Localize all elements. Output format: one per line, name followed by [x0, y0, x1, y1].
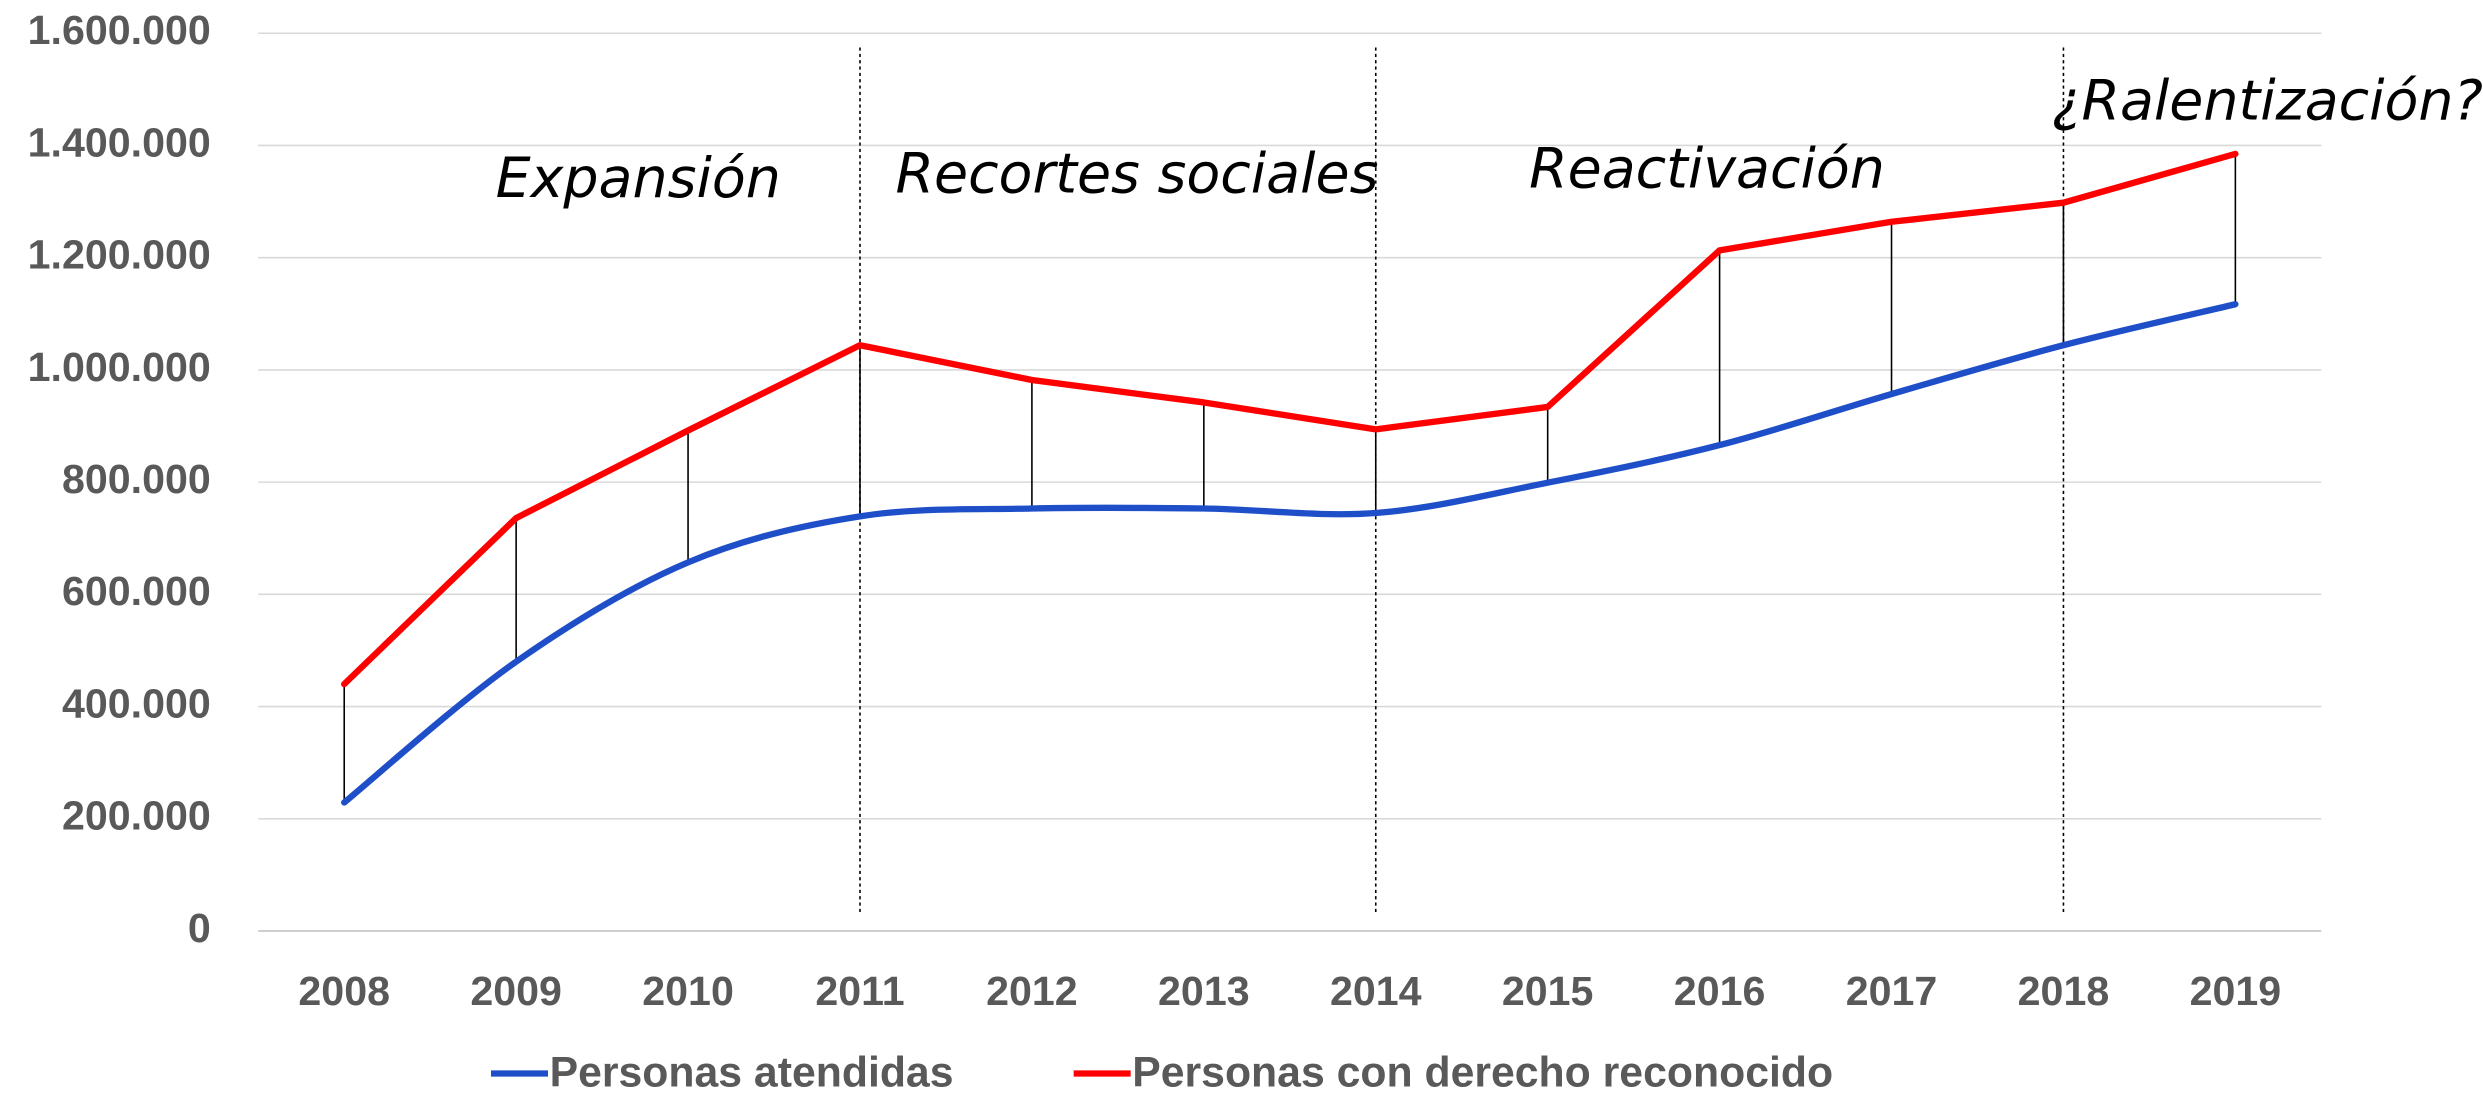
y-tick-label: 600.000 [62, 568, 211, 614]
y-tick-label: 800.000 [62, 456, 211, 502]
annotation: Recortes sociales [896, 142, 1379, 206]
y-tick-label: 1.400.000 [28, 119, 211, 165]
annotation: ¿Ralentización? [2052, 70, 2483, 134]
x-tick-label: 2013 [1158, 968, 1250, 1014]
x-tick-label: 2014 [1330, 968, 1422, 1014]
x-tick-label: 2010 [642, 968, 734, 1014]
x-tick-label: 2011 [815, 968, 904, 1014]
x-tick-label: 2016 [1674, 968, 1766, 1014]
annotation: Reactivación [1529, 138, 1885, 202]
y-tick-label: 1.600.000 [28, 7, 211, 53]
series-line [341, 301, 2239, 806]
legend-label: Personas con derecho reconocido [1132, 1048, 1833, 1096]
y-tick-label: 400.000 [62, 680, 211, 726]
x-tick-label: 2015 [1502, 968, 1594, 1014]
y-tick-label: 1.200.000 [28, 232, 211, 278]
annotation: Expansión [496, 147, 781, 211]
x-tick-label: 2008 [298, 968, 390, 1014]
x-tick-label: 2009 [470, 968, 562, 1014]
y-tick-label: 200.000 [62, 793, 211, 839]
legend-label: Personas atendidas [550, 1048, 954, 1096]
series-line [341, 150, 2239, 688]
x-tick-label: 2018 [2018, 968, 2110, 1014]
y-tick-label: 0 [188, 905, 211, 951]
y-tick-label: 1.000.000 [28, 344, 211, 390]
x-tick-label: 2012 [986, 968, 1078, 1014]
x-tick-label: 2019 [2190, 968, 2282, 1014]
x-tick-label: 2017 [1846, 968, 1938, 1014]
